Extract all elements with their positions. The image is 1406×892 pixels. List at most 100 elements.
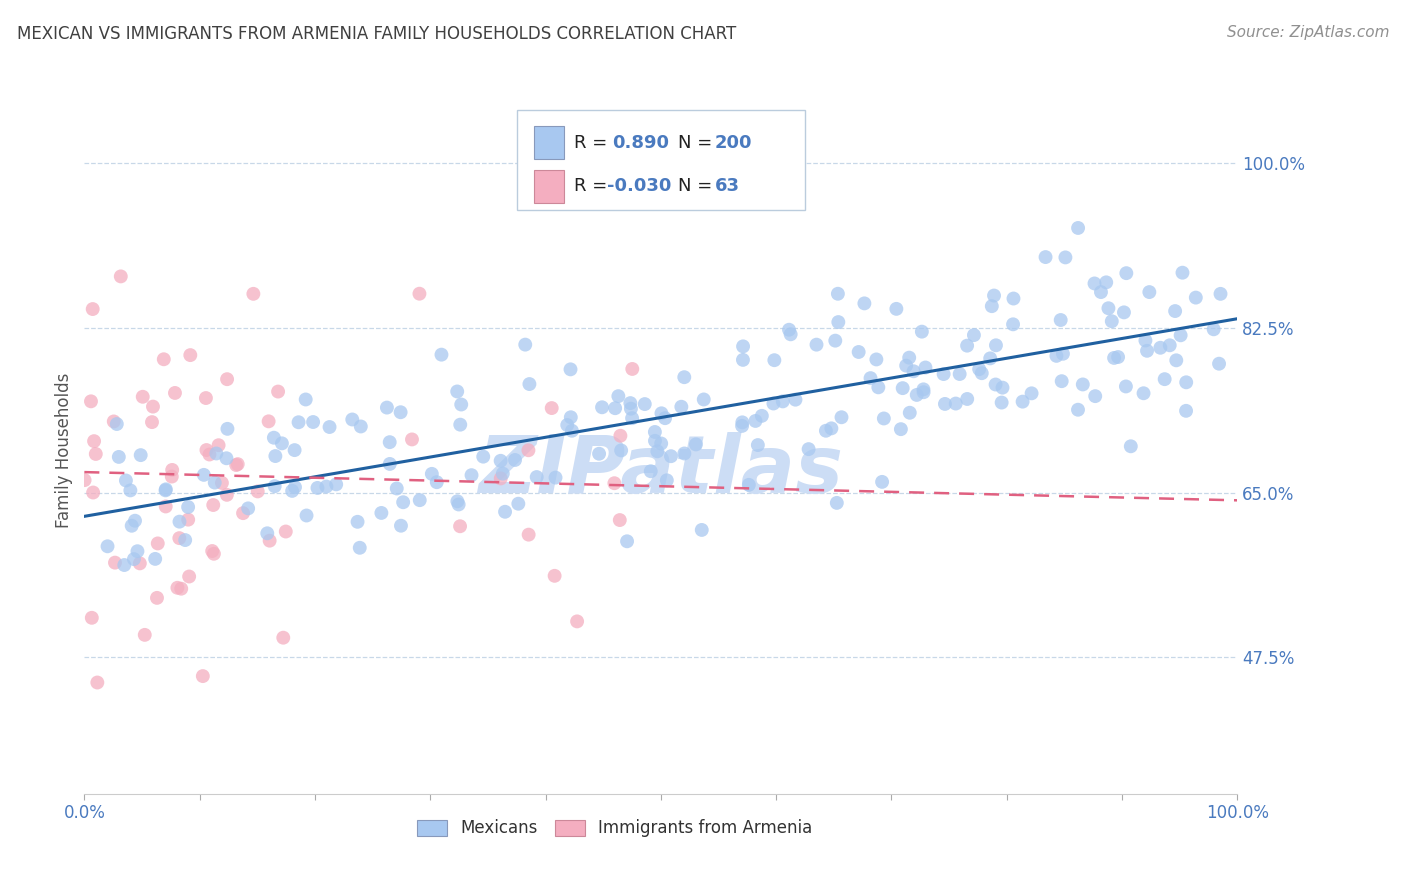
Point <box>1119 439 1142 453</box>
Point <box>295 508 318 523</box>
Point <box>110 269 132 284</box>
Point <box>346 515 368 529</box>
Point <box>1115 379 1137 393</box>
Point <box>132 390 155 404</box>
Point <box>778 323 800 337</box>
Point <box>271 436 294 450</box>
Point <box>80 394 103 409</box>
Point <box>747 438 769 452</box>
Point <box>155 500 177 514</box>
Point <box>644 434 666 448</box>
Point <box>96 539 118 553</box>
Point <box>820 421 842 435</box>
Point <box>1002 292 1025 306</box>
Point <box>389 405 412 419</box>
Text: 63: 63 <box>716 177 740 195</box>
Point <box>990 395 1012 409</box>
Point <box>82 301 104 316</box>
Point <box>640 464 662 478</box>
Point <box>932 367 955 381</box>
Point <box>129 448 152 462</box>
Point <box>141 415 163 429</box>
Y-axis label: Family Households: Family Households <box>55 373 73 528</box>
Point <box>389 518 412 533</box>
Point <box>616 534 638 549</box>
Point <box>526 470 548 484</box>
Point <box>408 286 430 301</box>
Point <box>890 422 912 436</box>
Point <box>302 415 325 429</box>
Point <box>177 500 200 514</box>
Point <box>934 397 956 411</box>
Point <box>1132 386 1154 401</box>
Point <box>508 497 530 511</box>
Point <box>956 392 979 406</box>
Point <box>814 424 837 438</box>
Point <box>460 468 482 483</box>
Point <box>215 488 238 502</box>
Point <box>634 397 657 411</box>
Point <box>544 470 567 484</box>
Point <box>492 467 515 481</box>
Point <box>401 433 423 447</box>
Point <box>201 544 224 558</box>
Point <box>155 483 177 498</box>
Point <box>1084 389 1107 403</box>
Point <box>80 611 103 625</box>
Point <box>225 458 247 472</box>
Point <box>194 391 217 405</box>
Point <box>603 476 626 491</box>
Point <box>287 415 309 429</box>
Point <box>169 515 191 529</box>
Point <box>690 523 713 537</box>
Point <box>655 473 678 487</box>
Point <box>963 328 986 343</box>
Point <box>797 442 820 457</box>
Point <box>169 531 191 545</box>
Legend: Mexicans, Immigrants from Armenia: Mexicans, Immigrants from Armenia <box>411 813 818 844</box>
Point <box>274 524 297 539</box>
FancyBboxPatch shape <box>534 169 564 202</box>
Point <box>350 419 373 434</box>
Point <box>1175 376 1198 390</box>
Point <box>170 582 193 596</box>
Point <box>560 410 582 425</box>
Text: R =: R = <box>575 177 607 195</box>
Point <box>848 345 870 359</box>
Text: 0.890: 0.890 <box>613 134 669 152</box>
Point <box>914 360 936 375</box>
Point <box>215 451 238 466</box>
Point <box>984 338 1007 352</box>
Point <box>903 364 925 378</box>
Point <box>1049 313 1071 327</box>
Point <box>1171 266 1194 280</box>
Point <box>898 351 921 365</box>
Point <box>256 526 278 541</box>
Point <box>127 544 149 558</box>
Point <box>898 406 921 420</box>
Point <box>232 506 254 520</box>
Point <box>831 410 853 425</box>
Point <box>865 352 887 367</box>
Point <box>83 434 105 449</box>
FancyBboxPatch shape <box>517 111 806 211</box>
Point <box>561 424 583 438</box>
Point <box>191 669 214 683</box>
Point <box>873 411 896 425</box>
Point <box>1002 318 1025 332</box>
Point <box>143 552 166 566</box>
Point <box>263 479 285 493</box>
Point <box>166 581 188 595</box>
Point <box>263 431 285 445</box>
Point <box>84 447 107 461</box>
Point <box>1050 374 1073 388</box>
Point <box>991 381 1014 395</box>
Point <box>519 377 541 392</box>
Point <box>731 418 754 433</box>
Point <box>949 367 972 381</box>
Point <box>318 420 340 434</box>
Point <box>693 392 716 407</box>
Point <box>198 448 221 462</box>
Point <box>426 475 449 490</box>
Point <box>489 471 512 485</box>
